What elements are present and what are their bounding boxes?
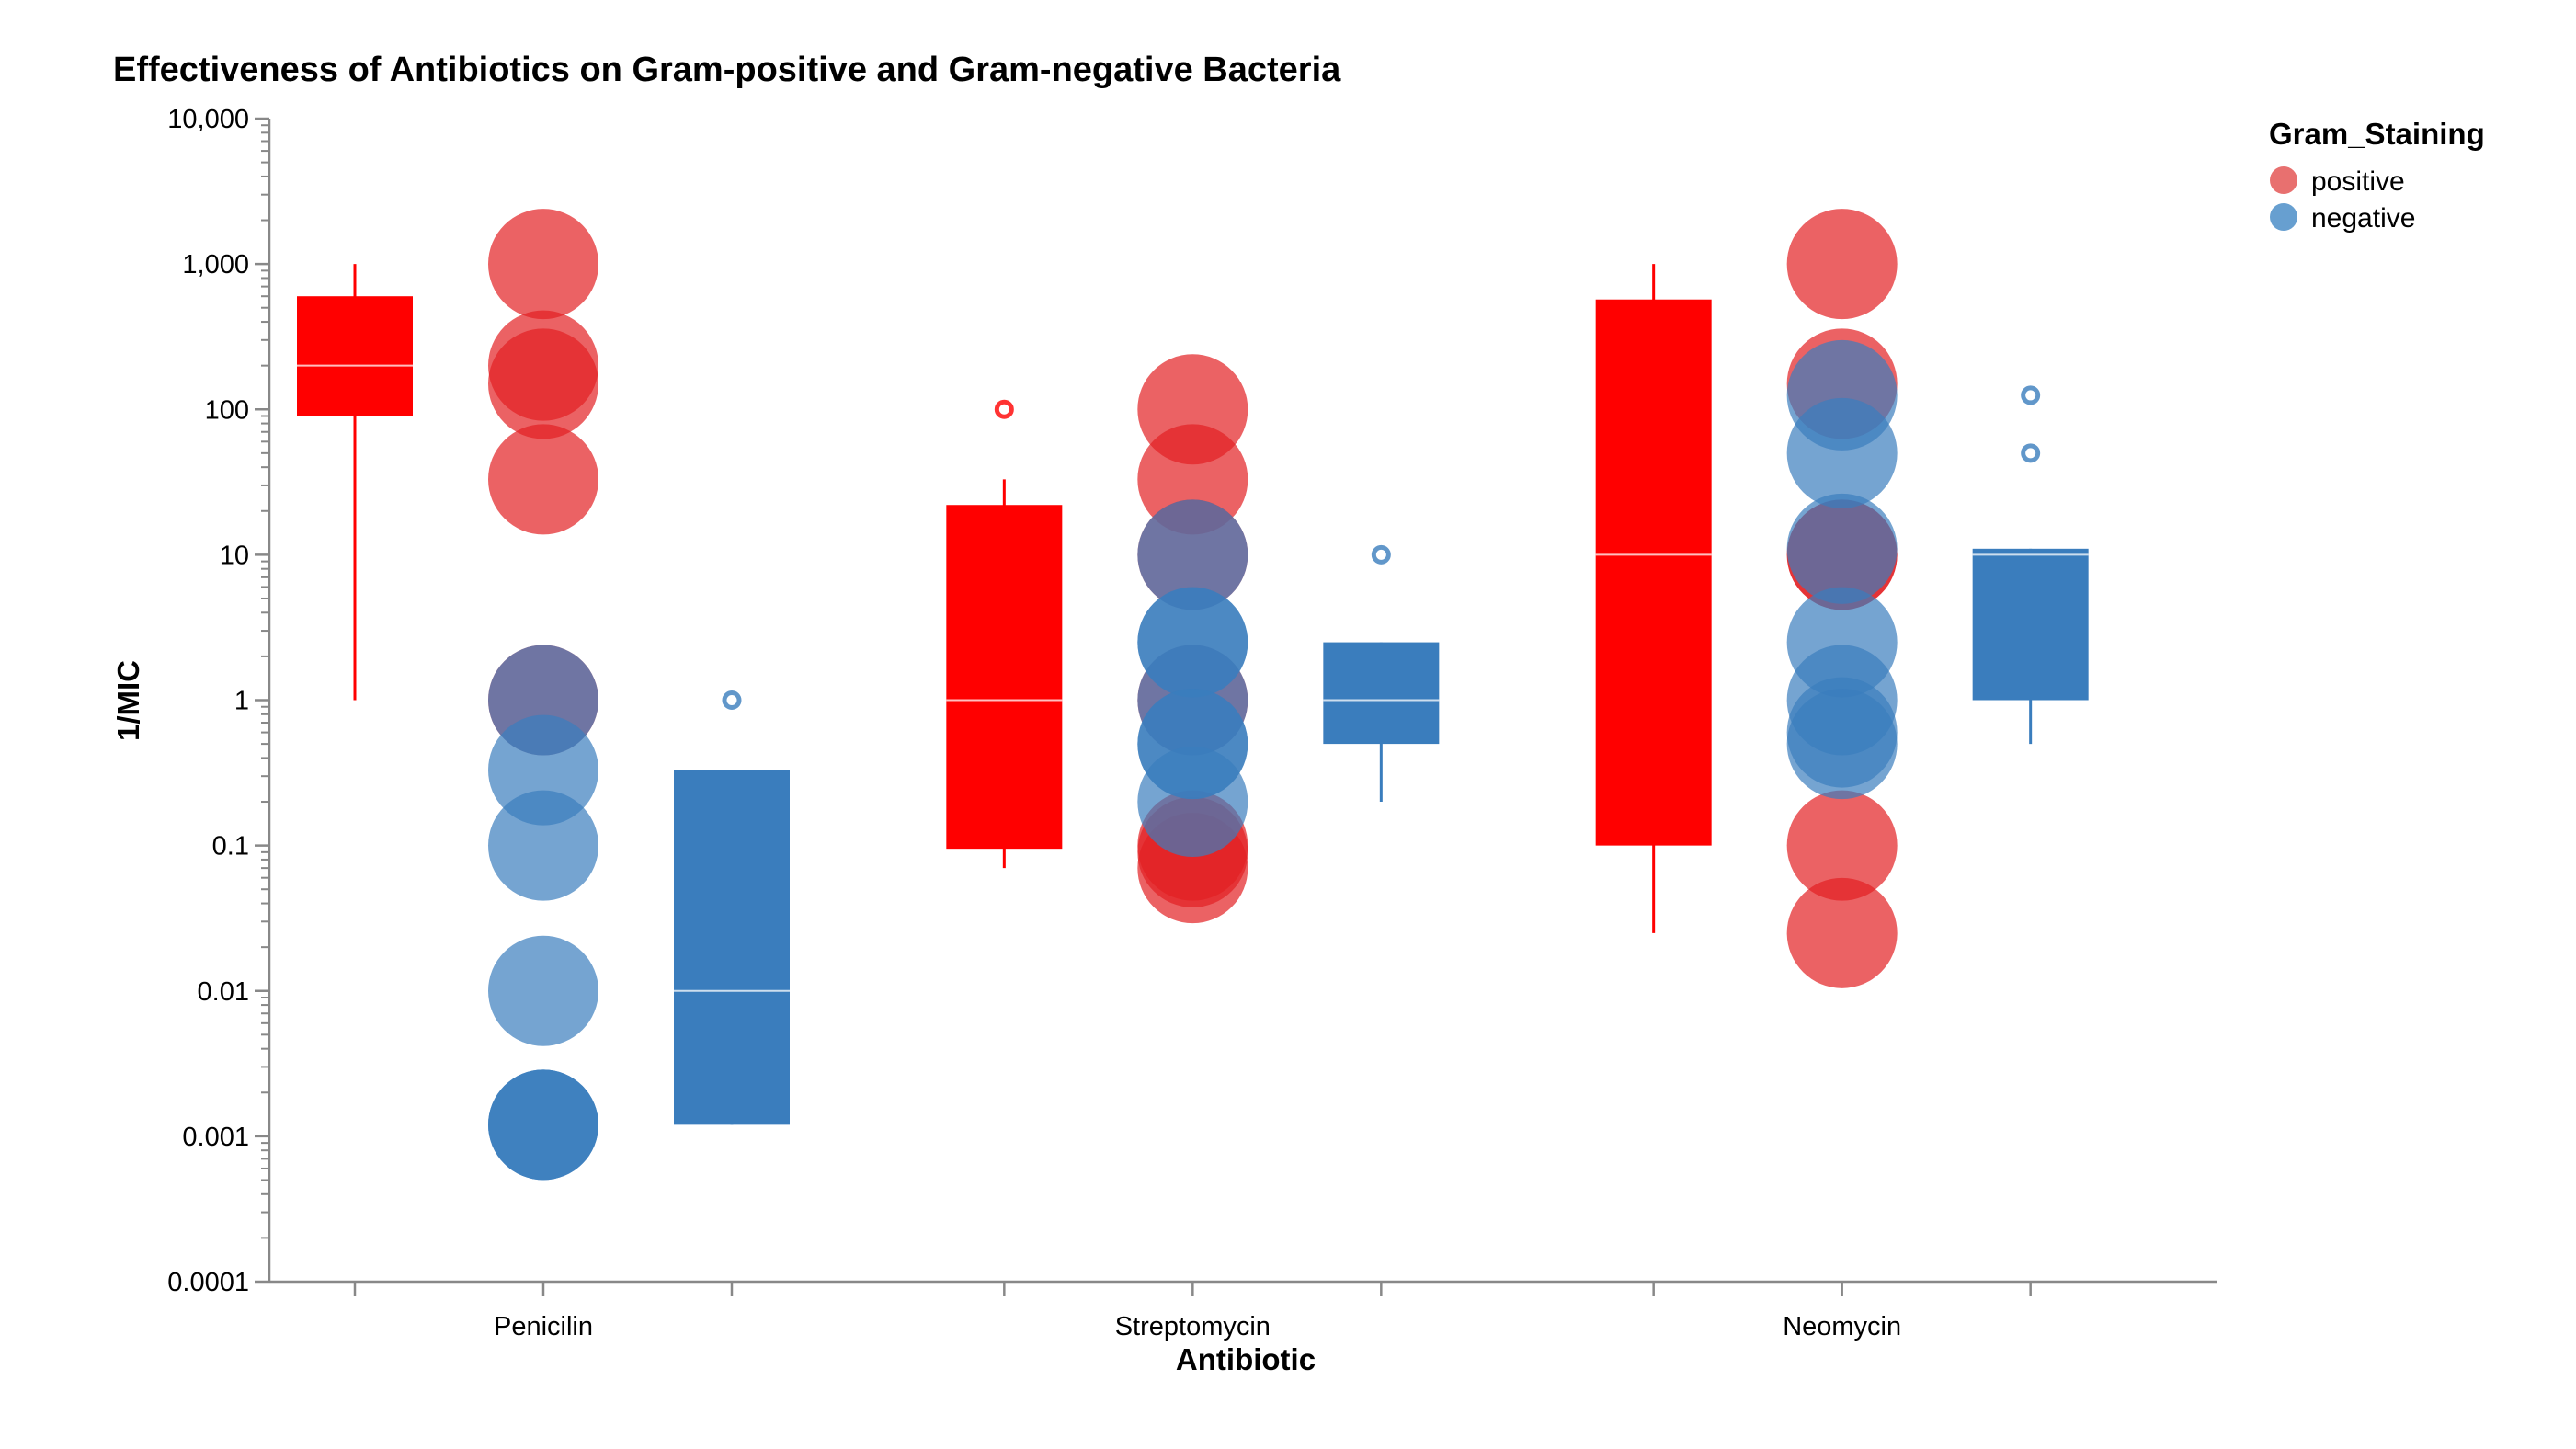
- y-axis-title: 1/MIC: [111, 660, 145, 741]
- box-penicilin-positive: [297, 264, 413, 701]
- plot-area: [297, 209, 2089, 1181]
- points-neomycin-negative: [1786, 339, 1898, 800]
- y-tick-label: 0.01: [198, 977, 249, 1007]
- data-point: [1786, 209, 1898, 320]
- y-tick-label: 0.0001: [167, 1268, 249, 1297]
- box-body: [674, 770, 790, 1125]
- legend-title: Gram_Staining: [2269, 117, 2485, 151]
- box-neomycin-negative: [1972, 385, 2089, 745]
- box-body: [946, 505, 1063, 850]
- y-tick-label: 0.1: [212, 832, 249, 861]
- legend-label-negative: negative: [2311, 203, 2415, 234]
- x-tick-label: Neomycin: [1783, 1312, 1901, 1341]
- box-streptomycin-positive: [946, 399, 1063, 869]
- box-neomycin-positive: [1595, 264, 1712, 933]
- y-tick-label: 100: [205, 395, 249, 425]
- box-outlier: [994, 399, 1014, 419]
- legend-swatch-negative: [2270, 203, 2297, 231]
- x-axis-title: Antibiotic: [1176, 1342, 1316, 1376]
- box-penicilin-negative: [674, 690, 790, 1125]
- data-point: [488, 209, 598, 320]
- data-point: [1137, 424, 1248, 535]
- box-outlier: [2021, 385, 2041, 405]
- box-outlier: [722, 690, 742, 710]
- box-outlier: [1371, 544, 1391, 565]
- data-point: [488, 790, 598, 901]
- box-body: [1323, 642, 1440, 745]
- points-penicilin-negative: [488, 645, 598, 1181]
- data-point: [1786, 689, 1898, 800]
- legend: Gram_Staining positive negative: [2269, 117, 2485, 234]
- data-point: [1137, 747, 1248, 858]
- y-tick-label: 10,000: [167, 105, 249, 134]
- points-streptomycin-negative: [1137, 499, 1248, 858]
- box-body: [1595, 299, 1712, 846]
- x-tick-label: Penicilin: [494, 1312, 593, 1341]
- legend-swatch-positive: [2270, 166, 2297, 194]
- data-point: [488, 935, 598, 1046]
- data-point: [488, 714, 598, 826]
- data-point: [1786, 397, 1898, 508]
- chart-title: Effectiveness of Antibiotics on Gram-pos…: [113, 51, 1341, 89]
- axes: 10,000 1,000 100 10 1 0.1 0.01 0.001 0.0001 Penic…: [167, 105, 2217, 1341]
- x-tick-label: Streptomycin: [1115, 1312, 1271, 1341]
- y-tick-label: 1: [234, 687, 249, 716]
- data-point: [1137, 499, 1248, 610]
- box-body: [1972, 548, 2089, 701]
- data-point: [1786, 877, 1898, 988]
- y-tick-label: 1,000: [182, 250, 249, 280]
- data-point: [488, 328, 598, 439]
- y-tick-label: 10: [220, 541, 249, 570]
- legend-label-positive: positive: [2311, 166, 2405, 197]
- box-body: [297, 296, 413, 416]
- box-outlier: [2021, 443, 2041, 463]
- box-streptomycin-negative: [1323, 544, 1440, 803]
- data-point: [1786, 493, 1898, 604]
- data-point: [488, 424, 598, 535]
- y-tick-label: 0.001: [182, 1123, 249, 1152]
- data-point: [488, 1069, 598, 1181]
- data-point: [1786, 790, 1898, 901]
